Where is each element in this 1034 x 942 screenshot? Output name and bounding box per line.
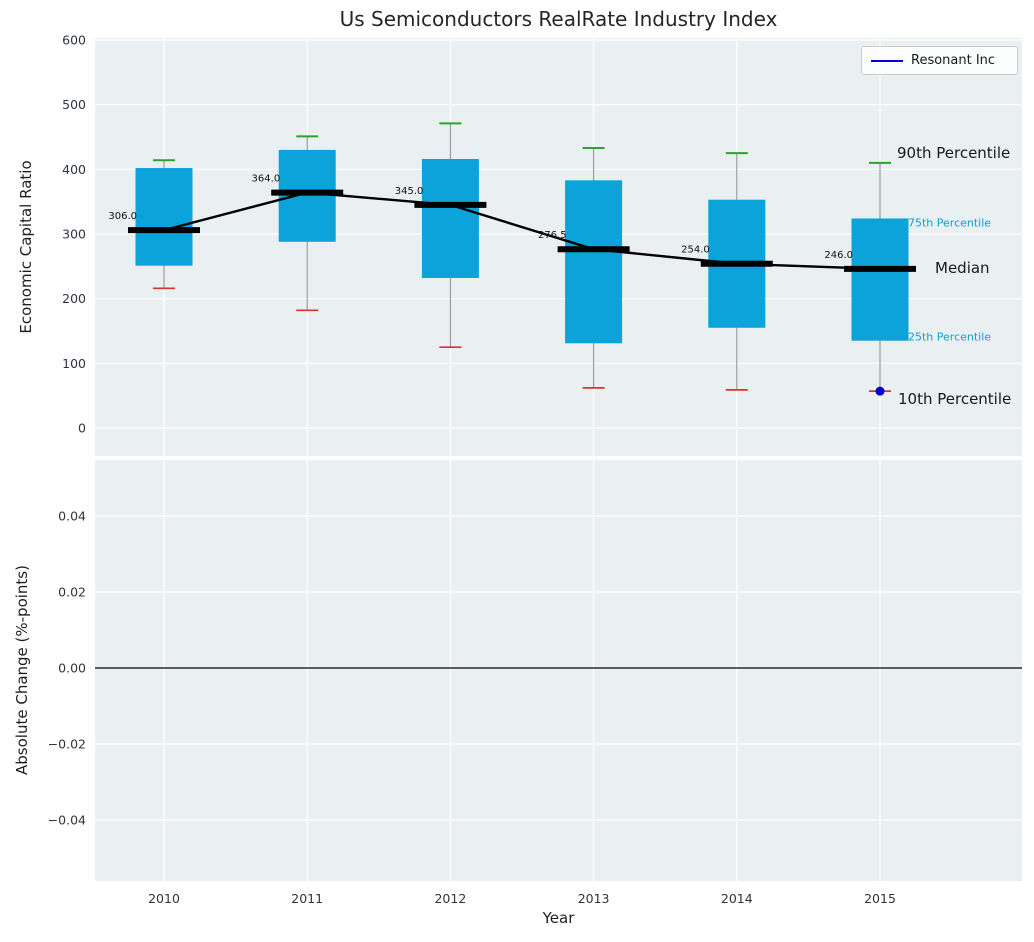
legend: Resonant Inc (861, 46, 1018, 75)
box-2010 (135, 168, 193, 266)
median-value-label-2011: 364.0 (252, 174, 281, 185)
top-ytick-label-0: 0 (78, 421, 86, 436)
legend-line-resonant (871, 59, 903, 62)
box-2015 (851, 218, 909, 341)
xtick-label-2012: 2012 (434, 891, 466, 906)
box-2012 (421, 158, 479, 278)
top-ytick-label-200: 200 (62, 291, 86, 306)
legend-label-resonant: Resonant Inc (911, 53, 996, 68)
annotation-median: Median (935, 259, 990, 277)
bottom-ytick-label-0.00: 0.00 (58, 661, 86, 676)
top-ytick-label-600: 600 (62, 32, 86, 47)
annotation-75th-percentile: 75th Percentile (908, 216, 991, 229)
box-2011 (278, 149, 336, 242)
annotation-90th-percentile: 90th Percentile (897, 144, 1010, 162)
bottom-ytick-label-−0.02: −0.02 (48, 737, 86, 752)
bottom-panel-background (95, 460, 1022, 881)
bottom-ytick-label-0.02: 0.02 (58, 585, 86, 600)
annotation-10th-percentile: 10th Percentile (898, 390, 1011, 408)
top-ytick-label-300: 300 (62, 226, 86, 241)
xtick-label-2013: 2013 (578, 891, 610, 906)
median-value-label-2014: 254.0 (681, 245, 710, 256)
bottom-ytick-label-0.04: 0.04 (58, 509, 86, 524)
median-value-label-2013: 276.5 (538, 230, 567, 241)
ylabel-economic-capital-ratio: Economic Capital Ratio (17, 160, 35, 334)
xtick-label-2010: 2010 (148, 891, 180, 906)
xtick-label-2011: 2011 (291, 891, 323, 906)
median-value-label-2010: 306.0 (108, 211, 137, 222)
median-value-label-2012: 345.0 (395, 186, 424, 197)
chart-title: Us Semiconductors RealRate Industry Inde… (339, 7, 778, 31)
top-ytick-label-100: 100 (62, 356, 86, 371)
bottom-ytick-label-−0.04: −0.04 (48, 813, 86, 828)
xlabel-year: Year (542, 909, 575, 927)
xtick-label-2014: 2014 (721, 891, 753, 906)
annotation-25th-percentile: 25th Percentile (908, 331, 991, 344)
ylabel-absolute-change: Absolute Change (%-points) (13, 565, 31, 775)
top-ytick-label-500: 500 (62, 97, 86, 112)
box-2013 (565, 180, 623, 344)
top-ytick-label-400: 400 (62, 162, 86, 177)
median-value-label-2015: 246.0 (824, 250, 853, 261)
resonant-inc-point (875, 386, 885, 396)
xtick-label-2015: 2015 (864, 891, 896, 906)
